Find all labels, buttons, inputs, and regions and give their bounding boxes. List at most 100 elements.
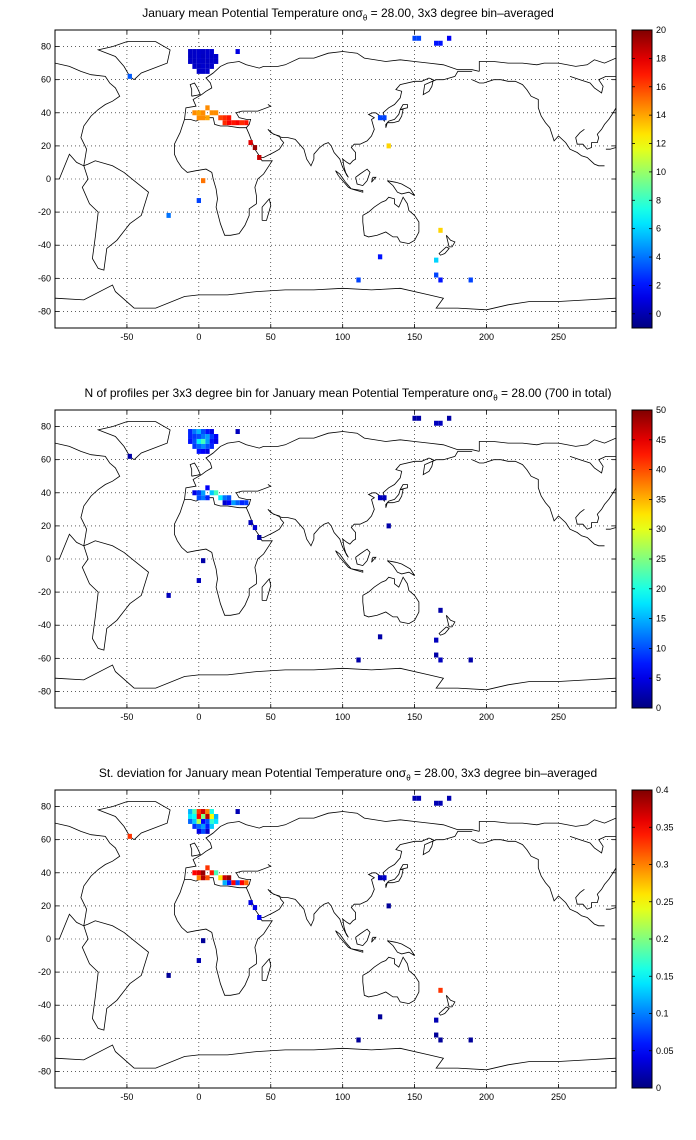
colorbar-tick-label: 6: [656, 224, 661, 234]
bin-cell: [222, 120, 227, 126]
title-suffix: = 28.00 (700 in total): [497, 386, 612, 400]
bin-cell: [196, 54, 202, 59]
bin-cell: [205, 68, 210, 74]
bin-cell: [127, 833, 132, 839]
bin-cell: [235, 809, 240, 815]
title-sub: θ: [493, 393, 498, 403]
bin-cell: [434, 257, 439, 263]
bin-cell: [209, 823, 214, 829]
bin-cell: [196, 823, 202, 829]
bin-cell: [192, 490, 197, 496]
title-sigma: σ: [355, 6, 363, 20]
bin-cell: [438, 40, 443, 46]
bin-cell: [226, 120, 232, 126]
x-tick-label: 0: [196, 332, 201, 342]
bin-cell: [196, 438, 202, 444]
bin-cell: [468, 1037, 473, 1043]
bin-cell: [235, 880, 240, 886]
bin-cell: [356, 277, 361, 283]
colorbar-tick-label: 30: [656, 524, 666, 534]
bin-cell: [192, 818, 197, 824]
bin-cell: [416, 35, 422, 41]
bin-cell: [377, 1014, 383, 1020]
colorbar-tick-label: 0.2: [656, 934, 669, 944]
colorbar-tick-label: 4: [656, 252, 661, 262]
bin-cell: [252, 145, 258, 151]
bin-cell: [205, 434, 210, 439]
bin-cell: [416, 415, 422, 421]
bin-cell: [222, 880, 227, 886]
bin-cell: [201, 438, 206, 444]
bin-cell: [235, 49, 240, 55]
bin-cell: [244, 500, 249, 506]
bin-cell: [434, 272, 439, 278]
colorbar-tick-label: 40: [656, 465, 666, 475]
x-tick-label: 200: [479, 712, 494, 722]
colorbar-tick-label: 20: [656, 584, 666, 594]
x-tick-label: 200: [479, 1092, 494, 1102]
bin-cell: [209, 443, 214, 449]
colorbar-tick-label: 0: [656, 703, 661, 713]
panel-mean-temperature: January mean Potential Temperature onσθ …: [0, 0, 696, 380]
bin-cell: [196, 429, 202, 435]
title-prefix: January mean Potential Temperature on: [142, 6, 356, 20]
bin-cell: [205, 814, 210, 819]
colorbar-tick-label: 0.4: [656, 785, 669, 795]
bin-cell: [222, 495, 227, 501]
bin-cell: [205, 49, 210, 55]
bin-cell: [196, 814, 202, 819]
y-tick-label: 40: [41, 488, 51, 498]
bin-cell: [192, 809, 197, 815]
bin-cell: [201, 823, 206, 829]
bin-cell: [188, 809, 193, 815]
x-tick-label: 200: [479, 332, 494, 342]
bin-cell: [248, 140, 253, 146]
bin-cell: [257, 534, 262, 540]
y-tick-label: -40: [38, 620, 51, 630]
bin-cell: [196, 198, 202, 204]
bin-cell: [205, 495, 210, 501]
bin-cell: [222, 115, 227, 121]
bin-cell: [226, 880, 232, 886]
bin-cell: [201, 490, 206, 496]
bin-cell: [244, 880, 249, 886]
colorbar-tick-label: 0.1: [656, 1009, 669, 1019]
bin-cell: [196, 68, 202, 74]
bin-cell: [201, 448, 206, 454]
bin-cell: [218, 115, 223, 121]
bin-cell: [209, 54, 214, 59]
panel-profile-count: N of profiles per 3x3 degree bin for Jan…: [0, 380, 696, 760]
title-sigma: σ: [398, 766, 407, 780]
bin-cell: [235, 120, 240, 126]
bin-cell: [205, 818, 210, 824]
bin-cell: [196, 434, 202, 439]
colorbar-tick-label: 18: [656, 53, 666, 63]
bin-cell: [205, 429, 210, 435]
bin-cell: [166, 972, 171, 978]
bin-cell: [192, 823, 197, 829]
colorbar-tick-label: 0.3: [656, 860, 669, 870]
bin-cell: [205, 823, 210, 829]
bin-cell: [188, 54, 193, 59]
bin-cell: [412, 415, 417, 421]
bin-cell: [205, 865, 210, 871]
x-tick-label: 50: [266, 712, 276, 722]
bin-cell: [192, 434, 197, 439]
y-tick-label: 80: [41, 42, 51, 52]
bin-cell: [192, 814, 197, 819]
bin-cell: [192, 49, 197, 55]
bin-cell: [209, 818, 214, 824]
x-tick-label: 150: [407, 1092, 422, 1102]
bin-cell: [188, 49, 193, 55]
x-tick-label: 100: [335, 332, 350, 342]
y-tick-label: 0: [46, 934, 51, 944]
bin-cell: [468, 657, 473, 663]
bin-cell: [377, 115, 383, 121]
colorbar-tick-label: 20: [656, 25, 666, 35]
bin-cell: [196, 578, 202, 584]
y-tick-label: 0: [46, 554, 51, 564]
bin-cell: [196, 809, 202, 815]
colorbar: [631, 29, 653, 329]
colorbar-tick-label: 16: [656, 82, 666, 92]
colorbar-tick-label: 2: [656, 280, 661, 290]
